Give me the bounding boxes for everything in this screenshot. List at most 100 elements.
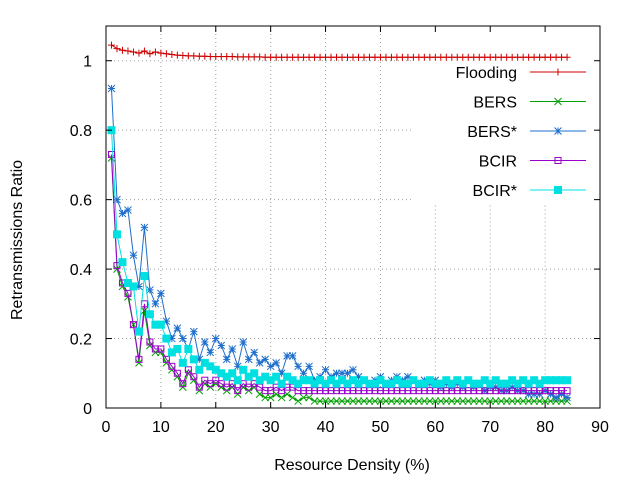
data-point-x — [524, 397, 533, 405]
legend: Flooding BERS BERS* BCIR BCIR* — [456, 65, 586, 200]
data-point-star — [299, 369, 308, 378]
data-point-star — [107, 84, 116, 93]
data-point-x — [502, 397, 511, 405]
x-tick-label: 20 — [207, 419, 225, 436]
data-point-plus — [554, 68, 562, 76]
x-tick-label: 10 — [152, 419, 170, 436]
data-point-square — [393, 387, 401, 395]
data-point-x — [415, 397, 423, 405]
data-point-x — [535, 397, 544, 405]
x-tick-label: 40 — [317, 419, 335, 436]
data-point-square — [261, 387, 269, 395]
data-point-star — [332, 369, 341, 378]
data-point-x — [546, 397, 555, 405]
data-point-x — [261, 393, 270, 402]
data-point-square — [168, 362, 176, 370]
data-point-square — [184, 366, 192, 374]
data-point-filled-square — [112, 230, 121, 239]
data-point-square — [563, 387, 571, 395]
data-point-star — [124, 206, 132, 214]
data-point-x — [316, 397, 324, 405]
x-tick-label: 50 — [372, 419, 390, 436]
data-point-star — [321, 365, 330, 374]
data-point-x — [299, 393, 308, 402]
legend-entry: Flooding — [456, 65, 586, 82]
data-point-x — [486, 397, 495, 405]
data-point-star — [233, 362, 242, 371]
data-point-star — [200, 338, 209, 346]
series-line — [111, 157, 568, 402]
data-point-star — [354, 372, 363, 381]
legend-label: BERS* — [467, 124, 517, 141]
data-point-star — [222, 355, 231, 364]
data-point-filled-square — [118, 258, 127, 267]
legend-entry: BERS* — [467, 124, 586, 141]
data-point-plus — [135, 49, 143, 57]
data-point-square — [234, 387, 242, 395]
data-point-star — [146, 286, 154, 294]
data-point-star — [195, 355, 204, 364]
data-point-square — [146, 338, 154, 346]
data-point-plus — [151, 48, 159, 56]
data-point-square — [547, 387, 555, 395]
data-point-square — [195, 383, 203, 391]
series-flooding — [107, 41, 571, 61]
data-point-star — [272, 359, 281, 367]
data-point-x — [453, 397, 462, 405]
data-point-x — [321, 397, 330, 405]
data-point-plus — [157, 49, 165, 57]
data-point-x — [398, 397, 407, 405]
data-point-x — [349, 397, 357, 405]
legend-label: Flooding — [456, 65, 517, 82]
data-point-square — [519, 387, 527, 395]
plot-border — [105, 25, 601, 409]
y-tick-label: 0.4 — [70, 262, 92, 279]
data-point-star — [228, 345, 237, 353]
data-point-x — [266, 393, 275, 402]
data-point-filled-square — [250, 369, 259, 378]
data-point-x — [554, 97, 562, 106]
legend-entry: BERS — [473, 95, 586, 112]
data-point-star — [211, 334, 220, 343]
data-point-filled-square — [162, 334, 171, 343]
data-point-filled-square — [129, 282, 138, 291]
data-point-star — [129, 251, 138, 260]
data-point-filled-square — [554, 186, 562, 194]
data-point-x — [277, 393, 286, 402]
data-point-square — [107, 150, 115, 158]
data-point-star — [178, 334, 187, 343]
y-tick-label: 0 — [83, 401, 92, 418]
data-point-filled-square — [140, 272, 149, 281]
data-point-star — [277, 369, 286, 378]
data-point-square — [173, 369, 181, 377]
data-point-filled-square — [173, 344, 182, 353]
data-point-x — [491, 397, 500, 405]
data-point-square — [124, 289, 132, 297]
data-point-star — [283, 352, 291, 360]
data-point-x — [338, 397, 346, 405]
y-tick-label: 0.6 — [70, 193, 92, 210]
data-point-star — [288, 352, 297, 360]
data-point-x — [327, 397, 335, 405]
data-point-star — [206, 348, 215, 357]
legend-label: BERS — [473, 95, 517, 112]
data-point-star — [189, 327, 198, 336]
data-point-square — [376, 387, 384, 395]
data-point-x — [464, 397, 473, 405]
data-point-star — [349, 365, 357, 374]
y-tick-label: 0.8 — [70, 123, 92, 140]
data-point-plus — [168, 50, 176, 58]
data-point-x — [541, 397, 549, 405]
data-point-plus — [118, 46, 126, 54]
data-point-x — [294, 397, 302, 405]
data-point-filled-square — [195, 365, 204, 374]
data-point-x — [436, 397, 445, 405]
data-point-plus — [140, 47, 148, 55]
data-point-square — [135, 355, 143, 363]
data-point-star — [173, 324, 182, 332]
data-point-plus — [107, 41, 115, 49]
data-point-x — [480, 397, 489, 405]
data-point-x — [557, 397, 566, 405]
data-point-filled-square — [156, 320, 165, 329]
